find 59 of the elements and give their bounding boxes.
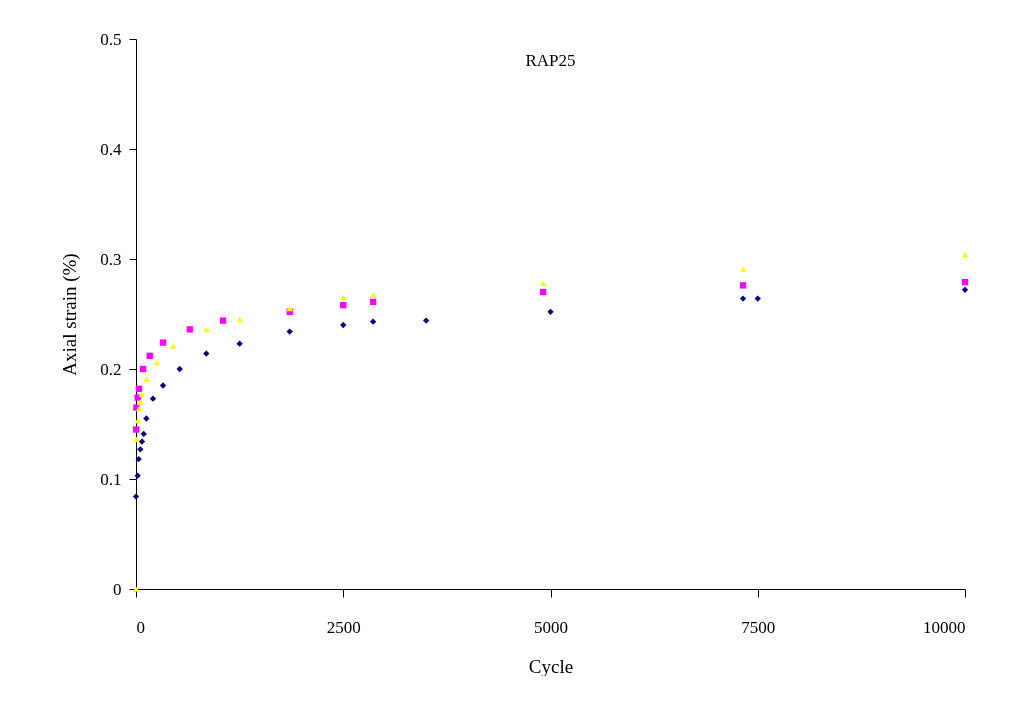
point bbox=[132, 493, 140, 500]
point bbox=[159, 382, 167, 389]
point bbox=[149, 395, 157, 402]
point bbox=[236, 316, 243, 323]
point bbox=[547, 308, 554, 315]
point bbox=[153, 359, 160, 366]
point bbox=[133, 436, 140, 443]
point bbox=[422, 317, 430, 324]
y-tick-label: 0.2 bbox=[100, 359, 122, 379]
point bbox=[340, 321, 347, 329]
point bbox=[369, 292, 377, 299]
point bbox=[143, 376, 150, 382]
x-tick-label: 0 bbox=[136, 617, 145, 637]
point bbox=[137, 399, 144, 405]
point bbox=[203, 326, 210, 333]
point bbox=[539, 288, 547, 296]
point bbox=[961, 286, 969, 293]
point bbox=[135, 456, 142, 463]
point bbox=[236, 340, 243, 347]
point bbox=[754, 295, 761, 302]
x-tick-label: 7500 bbox=[741, 617, 776, 637]
point bbox=[369, 318, 377, 325]
y-tick-label: 0.3 bbox=[100, 249, 122, 269]
x-tick-label: 10000 bbox=[923, 617, 966, 637]
point bbox=[186, 326, 193, 333]
point bbox=[739, 295, 747, 302]
x-tick-label: 2500 bbox=[326, 617, 361, 637]
point bbox=[369, 298, 377, 306]
y-tick-label: 0.1 bbox=[100, 469, 122, 489]
y-tick-label: 0.4 bbox=[100, 139, 122, 159]
point bbox=[139, 365, 147, 373]
point bbox=[137, 446, 144, 453]
point bbox=[169, 343, 177, 349]
point bbox=[539, 280, 547, 286]
point bbox=[146, 352, 153, 359]
point bbox=[135, 385, 143, 392]
point bbox=[961, 251, 969, 258]
point bbox=[138, 438, 146, 445]
point bbox=[739, 282, 747, 289]
y-tick-label: 0.5 bbox=[100, 29, 122, 49]
point bbox=[286, 328, 293, 335]
point bbox=[219, 317, 227, 324]
point bbox=[739, 266, 747, 272]
point bbox=[138, 391, 145, 398]
point bbox=[140, 430, 147, 438]
point bbox=[159, 339, 167, 346]
point bbox=[132, 426, 140, 433]
point bbox=[340, 302, 347, 309]
point bbox=[176, 365, 183, 373]
point bbox=[961, 278, 969, 286]
point bbox=[203, 350, 210, 357]
point bbox=[134, 472, 141, 479]
y-axis-title: Axial strain (%) bbox=[59, 253, 82, 376]
x-tick-label: 5000 bbox=[534, 617, 568, 637]
point bbox=[340, 294, 347, 301]
x-axis-title: Cycle bbox=[528, 655, 574, 677]
point bbox=[143, 415, 150, 422]
text: RAP25 bbox=[525, 51, 576, 70]
y-tick-label: 0 bbox=[113, 579, 122, 599]
